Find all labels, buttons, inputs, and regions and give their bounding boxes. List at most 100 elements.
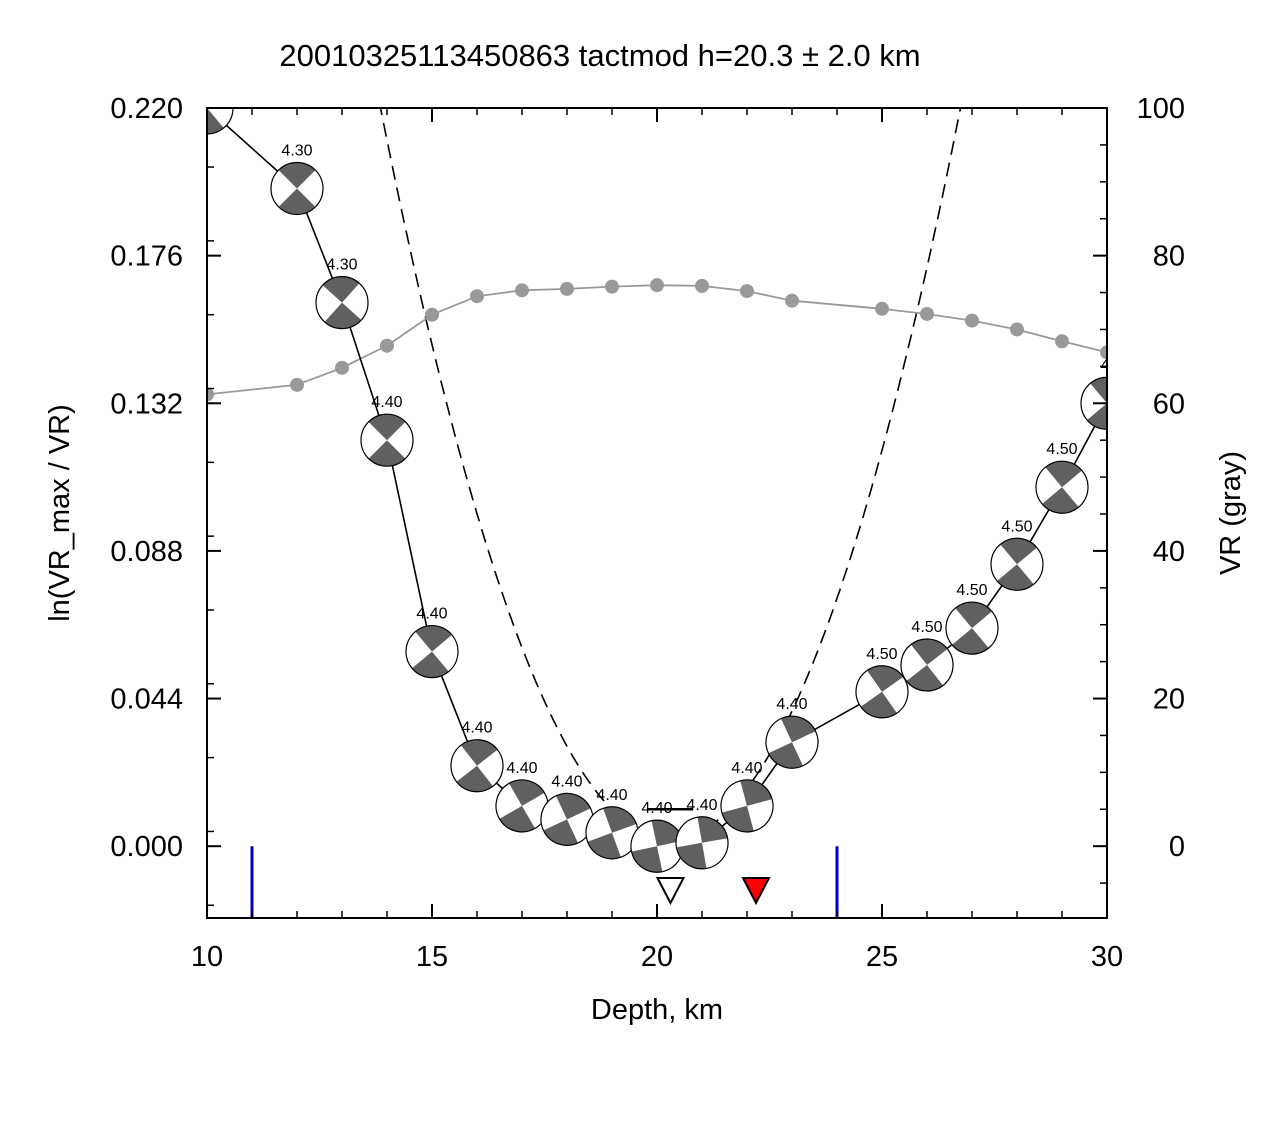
y-axis-left-title: ln(VR_max / VR) [44, 404, 76, 622]
focal-mechanisms: 4.30 4.30 4.40 4.40 4.40 4.40 4.40 4.40 4.40 4.40… [207, 108, 1107, 873]
focal-quadrant [587, 832, 621, 859]
focal-mechanism-outline [495, 779, 549, 833]
focal-quadrant [1000, 538, 1037, 565]
magnitude-label: 4.30 [326, 257, 357, 274]
vr-point [695, 278, 709, 293]
focal-mechanism [207, 108, 234, 135]
focal-quadrant [509, 779, 545, 806]
vr-point [207, 387, 214, 402]
focal-quadrant [860, 691, 897, 718]
vr-series-points [207, 278, 1107, 402]
magnitude-label: 4.40 [686, 797, 717, 814]
focal-quadrant [955, 602, 992, 629]
focal-quadrant [499, 805, 535, 832]
focal-quadrant [781, 716, 816, 743]
focal-mechanism-outline [675, 816, 729, 870]
focal-mechanism-outline [540, 792, 594, 847]
focal-quadrant [651, 820, 683, 847]
best-depth-marker [655, 877, 686, 906]
focal-quadrant [997, 564, 1034, 591]
magnitude-label: 4.50 [956, 582, 987, 599]
y-axis-right-title: VR (gray) [1215, 451, 1247, 575]
vr-point [785, 293, 799, 308]
focal-quadrant [1090, 377, 1107, 404]
focal-mechanism [360, 413, 414, 467]
y-left-tick-label: 0.000 [110, 831, 183, 863]
focal-mechanism-outline [585, 806, 639, 860]
focal-mechanism-outline [207, 108, 234, 135]
focal-mechanism-outline [945, 601, 999, 655]
vr-point [650, 278, 664, 293]
focal-quadrant [543, 819, 578, 846]
focal-mechanism [315, 276, 369, 330]
focal-quadrant [456, 765, 494, 792]
y-left-tick-label: 0.044 [110, 684, 183, 716]
vr-point [560, 281, 574, 296]
focal-mechanism-base [207, 108, 233, 134]
focal-mechanism [450, 739, 504, 793]
y-left-tick-label: 0.132 [110, 388, 183, 420]
focal-quadrant [207, 108, 224, 134]
focal-mechanism [585, 806, 639, 860]
vr-point [1055, 334, 1069, 349]
misfit-series-line [207, 108, 1107, 848]
focal-mechanism [270, 161, 324, 216]
focal-quadrant [368, 440, 406, 467]
focal-mechanism [855, 665, 909, 719]
focal-quadrant [412, 651, 449, 678]
y-left-tick-label: 0.088 [110, 536, 183, 568]
plot-area: 4.30 4.30 4.40 4.40 4.40 4.40 4.40 4.40 4.40 4.40… [207, 108, 1107, 918]
focal-quadrant [278, 162, 316, 189]
catalog-depth-marker [741, 877, 771, 906]
y-axis-left: 0.000 0.044 0.088 0.132 0.176 0.220 [110, 93, 221, 906]
depth-markers [655, 877, 771, 906]
vr-point [425, 307, 439, 322]
focal-quadrant [460, 739, 498, 766]
focal-mechanism-outline [270, 161, 324, 216]
focal-quadrant [322, 276, 360, 303]
chart-title: 20010325113450863 tactmod h=20.3 ± 2.0 k… [279, 38, 920, 73]
x-tick-label: 10 [191, 941, 223, 973]
vr-point [380, 338, 394, 353]
focal-quadrant [278, 188, 316, 215]
y-right-tick-label: 60 [1153, 388, 1185, 420]
magnitude-label: 4.30 [281, 143, 312, 160]
x-tick-label: 15 [416, 941, 448, 973]
focal-mechanism [495, 779, 549, 833]
focal-quadrant [697, 816, 728, 843]
magnitude-label: 4.50 [1046, 441, 1077, 458]
focal-quadrant [415, 625, 452, 652]
focal-quadrant [556, 793, 591, 820]
magnitude-label: 4.40 [731, 760, 762, 777]
focal-quadrant [1045, 461, 1082, 488]
focal-mechanism-outline [720, 779, 774, 833]
focal-quadrant [1087, 403, 1107, 430]
focal-quadrant [768, 742, 803, 769]
focal-mechanism [990, 537, 1044, 591]
y-left-tick-label: 0.220 [110, 93, 183, 125]
vr-point [515, 283, 529, 298]
y-axis-right: 0 20 40 60 80 100 [1093, 93, 1185, 884]
magnitude-label: 4.50 [1001, 518, 1032, 535]
magnitude-label: 4.40 [776, 696, 807, 713]
vr-point [875, 301, 889, 316]
focal-mechanism-outline [900, 638, 954, 692]
focal-mechanism [720, 779, 774, 833]
y-right-tick-label: 0 [1169, 831, 1185, 863]
vr-point [290, 377, 304, 392]
magnitude-label: 4.40 [461, 720, 492, 737]
focal-mechanism [675, 816, 729, 870]
magnitude-label: 4.40 [641, 800, 672, 817]
vr-point [920, 306, 934, 321]
y-right-tick-label: 20 [1153, 684, 1185, 716]
focal-mechanism-outline [315, 276, 369, 330]
focal-quadrant [676, 842, 707, 869]
magnitude-label: 4.40 [416, 606, 447, 623]
parabola-fit-line [379, 108, 962, 841]
x-axis: 10 15 20 25 30 [191, 108, 1123, 973]
focal-mechanism-outline [360, 413, 414, 467]
y-right-tick-label: 80 [1153, 241, 1185, 273]
focal-mechanism [405, 624, 459, 679]
focal-quadrant [603, 806, 637, 833]
